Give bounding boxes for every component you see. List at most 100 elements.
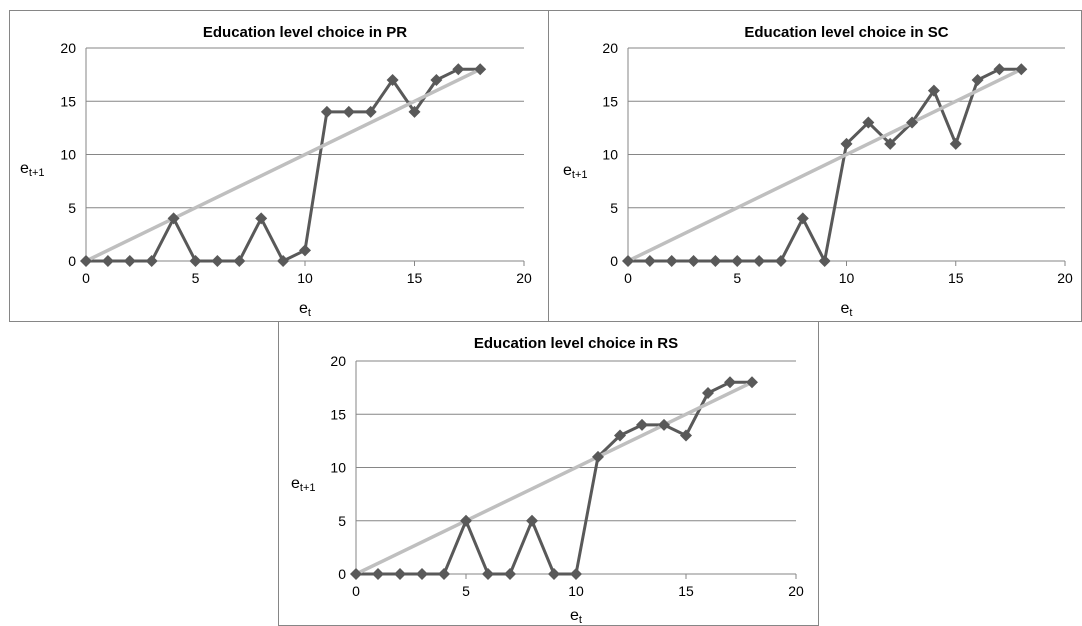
data-point-8 xyxy=(255,212,268,225)
x-tick-label-0: 0 xyxy=(352,583,360,599)
x-tick-label-1: 5 xyxy=(192,270,200,286)
data-point-12 xyxy=(342,105,355,118)
chart-panel-pr: 0 5 10 15 20 0 5 10 15 20 Education level choice i… xyxy=(9,10,549,322)
chart-sc: 0 5 10 15 20 0 5 10 15 20 Education level choice i… xyxy=(563,24,1073,319)
data-point-10 xyxy=(299,244,311,257)
y-tick-label-2: 10 xyxy=(330,460,346,476)
data-point-5 xyxy=(731,255,744,267)
x-tick-label-1: 5 xyxy=(462,583,470,599)
data-point-7 xyxy=(504,568,516,580)
y-axis-label: et+1 xyxy=(291,475,316,494)
data-point-2 xyxy=(394,568,406,580)
data-point-6 xyxy=(211,255,224,267)
data-point-17 xyxy=(724,376,736,389)
data-point-13 xyxy=(364,105,377,118)
y-tick-label-4: 20 xyxy=(602,40,618,56)
chart-pr: 0 5 10 15 20 0 5 10 15 20 Education level choice i… xyxy=(20,24,532,319)
data-point-15 xyxy=(680,429,692,442)
x-tick-label-4: 20 xyxy=(788,583,804,599)
chart-panel-sc: 0 5 10 15 20 0 5 10 15 20 Education level choice i… xyxy=(548,10,1082,322)
data-point-11 xyxy=(320,105,333,118)
data-point-18 xyxy=(1015,63,1028,76)
data-point-10 xyxy=(570,568,582,580)
data-point-3 xyxy=(145,255,158,267)
data-point-0 xyxy=(350,568,362,580)
data-point-9 xyxy=(277,255,290,267)
x-tick-label-2: 10 xyxy=(568,583,584,599)
data-point-17 xyxy=(452,63,465,76)
data-point-18 xyxy=(746,376,758,389)
data-point-12 xyxy=(614,429,626,442)
y-tick-label-2: 10 xyxy=(60,147,76,163)
data-point-17 xyxy=(993,63,1006,76)
y-tick-label-0: 0 xyxy=(338,566,346,582)
x-axis-label: et xyxy=(299,300,311,319)
data-point-12 xyxy=(884,137,897,150)
data-point-8 xyxy=(796,212,809,225)
data-point-10 xyxy=(840,137,853,150)
data-point-9 xyxy=(818,255,831,267)
data-point-4 xyxy=(438,568,450,580)
data-point-14 xyxy=(386,73,399,86)
y-tick-label-3: 15 xyxy=(60,93,76,109)
series-line-reference xyxy=(85,67,481,263)
x-tick-label-2: 10 xyxy=(839,270,855,286)
data-point-0 xyxy=(80,255,92,267)
data-point-14 xyxy=(658,418,670,431)
data-point-16 xyxy=(702,386,714,399)
y-tick-label-2: 10 xyxy=(602,147,618,163)
x-tick-label-0: 0 xyxy=(624,270,632,286)
y-tick-label-4: 20 xyxy=(60,40,76,56)
data-point-1 xyxy=(101,255,114,267)
data-point-7 xyxy=(233,255,246,267)
data-point-16 xyxy=(430,73,443,86)
data-point-3 xyxy=(687,255,700,267)
data-point-3 xyxy=(416,568,428,580)
data-point-15 xyxy=(949,137,962,150)
chart-title-pr: Education level choice in PR xyxy=(203,24,407,41)
data-point-0 xyxy=(622,255,634,267)
data-point-15 xyxy=(408,105,421,118)
chart-title-rs: Education level choice in RS xyxy=(474,335,678,352)
x-axis-label: et xyxy=(570,607,582,625)
y-tick-label-3: 15 xyxy=(602,93,618,109)
y-axis-label: et+1 xyxy=(563,162,588,181)
x-tick-label-4: 20 xyxy=(1057,270,1073,286)
y-tick-label-3: 15 xyxy=(330,406,346,422)
chart-title-sc: Education level choice in SC xyxy=(744,24,948,41)
data-point-5 xyxy=(460,514,472,527)
chart-panel-rs: 0 5 10 15 20 0 5 10 15 20 Education level choice i… xyxy=(278,321,819,626)
data-point-7 xyxy=(774,255,787,267)
data-point-2 xyxy=(665,255,678,267)
y-tick-label-1: 5 xyxy=(68,200,76,216)
x-tick-label-0: 0 xyxy=(82,270,90,286)
x-tick-label-4: 20 xyxy=(516,270,532,286)
data-point-9 xyxy=(548,568,560,580)
data-point-16 xyxy=(971,73,984,86)
data-point-1 xyxy=(643,255,656,267)
data-point-1 xyxy=(372,568,384,580)
y-tick-label-1: 5 xyxy=(338,513,346,529)
x-tick-label-1: 5 xyxy=(733,270,741,286)
data-point-11 xyxy=(862,116,875,129)
data-point-13 xyxy=(636,418,648,431)
data-point-6 xyxy=(753,255,766,267)
x-tick-label-2: 10 xyxy=(297,270,313,286)
y-tick-label-1: 5 xyxy=(610,200,618,216)
y-tick-label-0: 0 xyxy=(610,253,618,269)
chart-rs: 0 5 10 15 20 0 5 10 15 20 Education level choice i… xyxy=(291,335,804,625)
series-line-reference xyxy=(627,67,1023,263)
data-point-14 xyxy=(927,84,940,97)
data-point-8 xyxy=(526,514,538,527)
data-point-18 xyxy=(474,63,487,76)
data-point-11 xyxy=(592,450,604,463)
data-point-4 xyxy=(167,212,180,225)
data-point-13 xyxy=(906,116,919,129)
data-point-2 xyxy=(123,255,136,267)
series-line-reference xyxy=(355,380,753,576)
y-tick-label-4: 20 xyxy=(330,353,346,369)
y-axis-label: et+1 xyxy=(20,160,45,179)
data-point-5 xyxy=(189,255,202,267)
x-axis-label: et xyxy=(841,300,853,319)
data-point-4 xyxy=(709,255,722,267)
